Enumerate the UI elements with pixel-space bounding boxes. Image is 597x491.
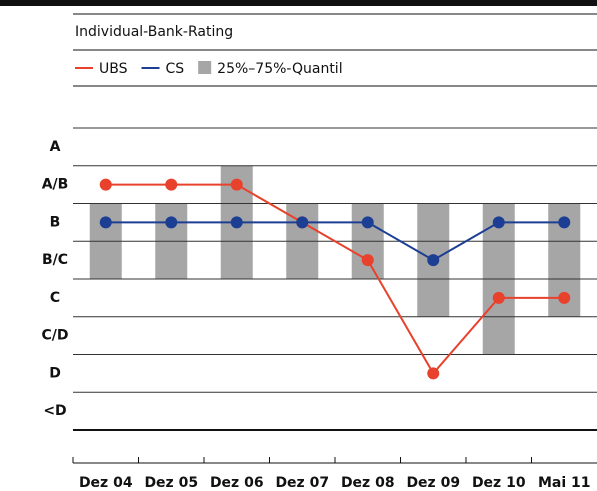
y-tick-label: B: [50, 214, 61, 230]
data-point: [492, 291, 505, 304]
data-point: [165, 216, 178, 229]
x-tick-label: Dez 06: [210, 475, 264, 491]
x-tick-label: Dez 05: [144, 475, 198, 491]
data-point: [230, 178, 243, 191]
chart-title: Individual-Bank-Rating: [75, 24, 233, 40]
legend-label: CS: [166, 61, 185, 77]
data-point: [230, 216, 243, 229]
data-point: [361, 254, 374, 267]
y-tick-label: C/D: [41, 328, 68, 344]
data-point: [427, 254, 440, 267]
x-tick-label: Dez 04: [79, 475, 133, 491]
legend-swatch: [198, 61, 212, 74]
x-tick-label: Dez 09: [406, 475, 460, 491]
series-line: [105, 221, 565, 262]
y-tick-label: A: [50, 139, 61, 155]
data-point: [361, 216, 374, 229]
x-tick-label: Mai 11: [538, 475, 591, 491]
legend-label: UBS: [99, 61, 128, 77]
data-point: [296, 216, 309, 229]
legend-label: 25%–75%-Quantil: [217, 61, 342, 77]
data-point: [492, 216, 505, 229]
y-tick-label: D: [49, 365, 61, 381]
y-tick-label: A/B: [42, 177, 69, 193]
y-tick-label: C: [50, 290, 60, 306]
data-point: [165, 178, 178, 191]
data-point: [99, 178, 112, 191]
x-tick-label: Dez 07: [275, 475, 329, 491]
data-point: [558, 216, 571, 229]
x-tick-label: Dez 10: [472, 475, 526, 491]
y-tick-label: B/C: [42, 252, 68, 268]
data-point: [558, 291, 571, 304]
y-tick-label: <D: [43, 403, 66, 419]
data-point: [99, 216, 112, 229]
series-line: [105, 183, 565, 376]
x-tick-label: Dez 08: [341, 475, 395, 491]
data-point: [427, 367, 440, 380]
top-bar: [0, 0, 597, 6]
